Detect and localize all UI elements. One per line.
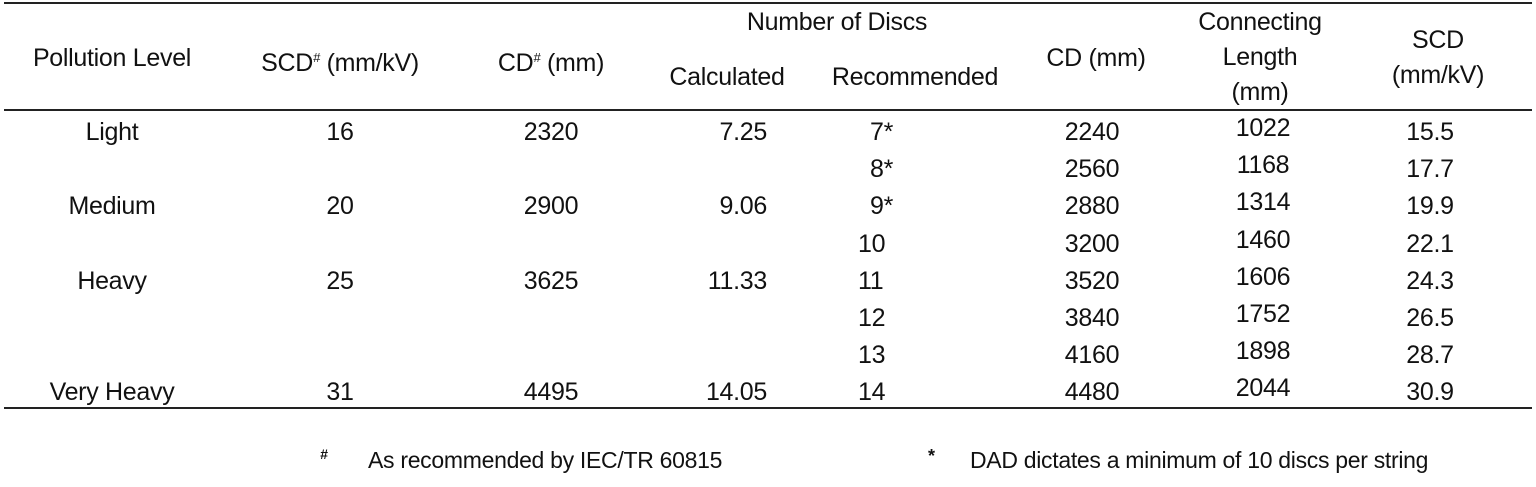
top-rule: [4, 2, 1532, 4]
scd-cell: 19.9: [1406, 192, 1454, 220]
scd-cell: 24.3: [1406, 267, 1454, 295]
connecting-length-cell: 1168: [1236, 151, 1290, 179]
header-recommended: Recommended: [831, 63, 999, 91]
footnote-text: DAD dictates a minimum of 10 discs per s…: [970, 447, 1429, 473]
header-calculated: Calculated: [669, 63, 785, 91]
cd-cell: 2560: [1064, 155, 1120, 183]
connecting-length-cell: 2044: [1235, 374, 1291, 402]
footnote-mark: #: [320, 446, 328, 462]
header-cd: CD# (mm): [497, 49, 605, 77]
cd-cell: 4160: [1064, 341, 1120, 369]
cd-cell: 4480: [1064, 378, 1120, 406]
connecting-length-cell: 1022: [1235, 114, 1291, 142]
header-connecting-line2: Length: [1222, 43, 1298, 71]
scd-cell: 22.1: [1406, 230, 1454, 258]
header-number-of-discs: Number of Discs: [746, 8, 928, 36]
connecting-length-cell: 1898: [1235, 337, 1291, 365]
cd-cell: 4495: [523, 378, 579, 406]
header-cd-mm: CD (mm): [1046, 44, 1146, 72]
recommended-cell: 10: [858, 230, 886, 258]
cd-cell: 3840: [1064, 304, 1120, 332]
bottom-rule: [4, 407, 1532, 409]
cd-cell: 2240: [1064, 118, 1120, 146]
scd-cell: 15.5: [1406, 118, 1454, 146]
recommended-cell: 12: [858, 304, 886, 332]
header-rule: [4, 109, 1532, 111]
connecting-length-cell: 1606: [1235, 263, 1291, 291]
scd-cell: 30.9: [1406, 378, 1454, 406]
scd-cell: 31: [326, 378, 354, 406]
calculated-cell: 7.25: [719, 118, 768, 146]
calculated-cell: 14.05: [705, 378, 767, 406]
calculated-cell: 11.33: [707, 267, 768, 295]
recommended-cell: 9*: [870, 192, 894, 220]
pollution-level-cell: Medium: [68, 192, 156, 220]
connecting-length-cell: 1314: [1235, 188, 1291, 216]
scd-cell: 16: [326, 118, 354, 146]
recommended-cell: 13: [858, 341, 886, 369]
header-scd2-line2: (mm/kV): [1391, 61, 1485, 89]
recommended-cell: 7*: [870, 118, 894, 146]
calculated-cell: 9.06: [719, 192, 768, 220]
pollution-level-cell: Light: [85, 118, 139, 146]
cd-cell: 3200: [1064, 230, 1120, 258]
header-scd2-line1: SCD: [1412, 26, 1464, 54]
recommended-cell: 8*: [870, 155, 894, 183]
scd-cell: 20: [326, 192, 354, 220]
scd-cell: 25: [326, 267, 354, 295]
cd-cell: 2320: [523, 118, 579, 146]
cd-cell: 2880: [1064, 192, 1120, 220]
scd-cell: 17.7: [1406, 155, 1454, 183]
header-connecting-line3: (mm): [1231, 78, 1289, 106]
header-scd: SCD# (mm/kV): [261, 49, 419, 77]
scd-cell: 26.5: [1406, 304, 1454, 332]
scd-cell: 28.7: [1406, 341, 1454, 369]
header-pollution-level: Pollution Level: [32, 44, 192, 72]
footnote-text: As recommended by IEC/TR 60815: [368, 447, 723, 473]
cd-cell: 2900: [523, 192, 579, 220]
recommended-cell: 11: [858, 267, 884, 295]
footnote-mark: *: [928, 446, 936, 466]
cd-cell: 3625: [523, 267, 579, 295]
cd-cell: 3520: [1064, 267, 1120, 295]
pollution-level-cell: Very Heavy: [49, 378, 175, 406]
connecting-length-cell: 1460: [1235, 226, 1291, 254]
recommended-cell: 14: [858, 378, 886, 406]
pollution-level-cell: Heavy: [77, 267, 147, 295]
connecting-length-cell: 1752: [1235, 300, 1291, 328]
header-connecting-line1: Connecting: [1198, 8, 1322, 36]
